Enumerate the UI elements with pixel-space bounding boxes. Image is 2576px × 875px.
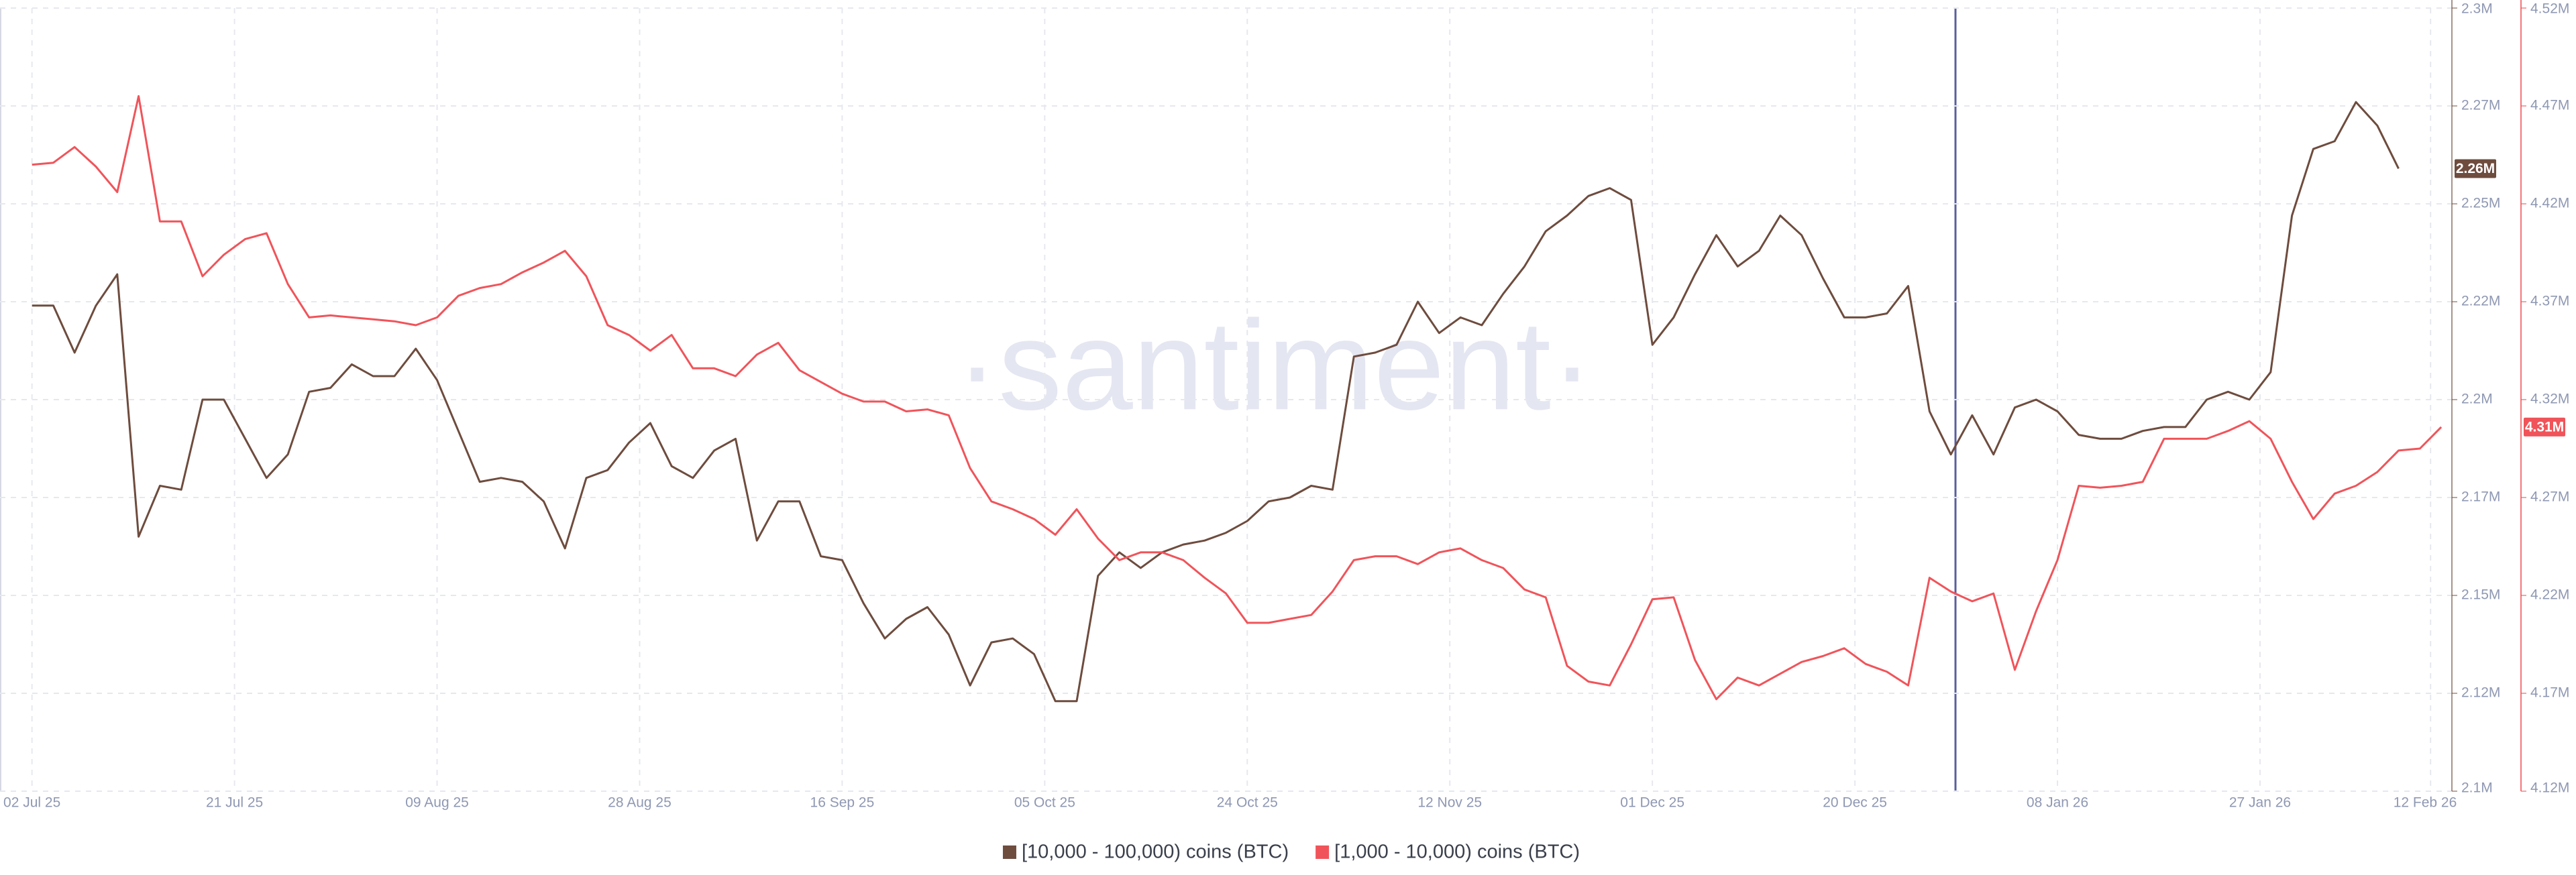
y-tick-label: 2.22M [2461,294,2500,309]
legend-swatch [1316,845,1330,859]
y2-tick-label: 4.17M [2530,685,2569,701]
x-tick-label: 08 Jan 26 [2027,795,2088,811]
y-tick-label: 2.27M [2461,98,2500,113]
x-tick-label: 12 Feb 26 [2394,795,2457,811]
y2-tick-label: 4.12M [2530,780,2569,796]
watermark: ·santiment· [956,294,1593,436]
y-tick-label: 2.2M [2461,392,2493,407]
y2-tick-label: 4.37M [2530,294,2569,309]
y-tick-label: 2.25M [2461,196,2500,211]
value-badge-label: 4.31M [2525,419,2564,434]
legend-swatch [1002,845,1016,859]
x-tick-label: 27 Jan 26 [2229,795,2291,811]
y2-tick-label: 4.27M [2530,489,2569,505]
y2-tick-label: 4.32M [2530,392,2569,407]
y-tick-label: 2.15M [2461,587,2500,603]
legend-label: [10,000 - 100,000) coins (BTC) [1022,841,1289,863]
x-tick-label: 16 Sep 25 [810,795,875,811]
legend: [10,000 - 100,000) coins (BTC) [1,000 - 1… [1002,841,1580,863]
x-tick-label: 05 Oct 25 [1014,795,1075,811]
value-badge [2455,159,2496,178]
y2-tick-label: 4.22M [2530,587,2569,603]
y2-tick-label: 4.42M [2530,196,2569,211]
value-badge-label: 2.26M [2456,161,2495,176]
legend-label: [1,000 - 10,000) coins (BTC) [1334,841,1580,863]
x-tick-label: 28 Aug 25 [608,795,672,811]
series-line [32,95,2443,701]
y-tick-label: 2.12M [2461,685,2500,701]
value-badge [2524,417,2565,436]
series-line [32,101,2400,703]
y-tick-label: 2.3M [2461,1,2493,17]
x-tick-label: 24 Oct 25 [1217,795,1278,811]
y-tick-label: 2.17M [2461,489,2500,505]
y-tick-label: 2.1M [2461,780,2493,796]
x-tick-label: 02 Jul 25 [3,795,60,811]
x-tick-label: 09 Aug 25 [405,795,469,811]
x-tick-label: 01 Dec 25 [1620,795,1684,811]
x-tick-label: 21 Jul 25 [206,795,263,811]
y2-tick-label: 4.52M [2530,1,2569,17]
y2-tick-label: 4.47M [2530,98,2569,113]
x-tick-label: 20 Dec 25 [1823,795,1887,811]
x-tick-label: 12 Nov 25 [1417,795,1482,811]
